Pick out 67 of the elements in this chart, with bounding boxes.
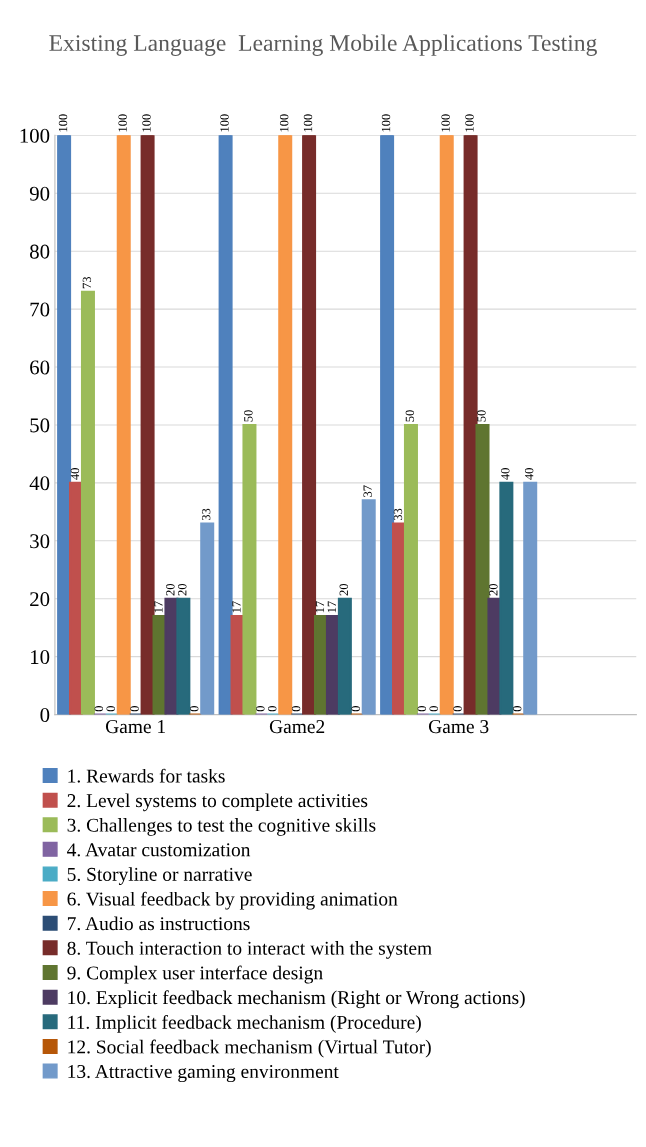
data-label: 37 xyxy=(363,485,372,497)
data-label: 100 xyxy=(441,114,450,132)
data-label: 0 xyxy=(189,706,199,712)
legend-label: 11. Implicit feedback mechanism (Procedure) xyxy=(68,1014,421,1033)
data-label: 17 xyxy=(154,601,163,613)
data-label: 33 xyxy=(393,508,403,521)
y-tick-label: 10 xyxy=(31,650,50,665)
chart-title: Existing Language Learning Mobile Applications Testing xyxy=(49,34,597,56)
data-label: 100 xyxy=(118,114,127,132)
y-tick-label: 50 xyxy=(30,418,50,433)
data-label: 17 xyxy=(232,601,241,613)
y-tick-label: 80 xyxy=(30,244,50,259)
legend-label: 1. Rewards for tasks xyxy=(68,768,225,783)
data-label: 0 xyxy=(256,706,265,712)
data-label: 50 xyxy=(477,410,486,422)
data-label: 50 xyxy=(405,410,415,422)
y-tick-label: 60 xyxy=(30,360,50,375)
data-label: 0 xyxy=(512,706,522,712)
data-label: 33 xyxy=(201,508,211,521)
data-label: 17 xyxy=(327,601,336,613)
data-label: 0 xyxy=(351,706,360,712)
legend-label: 3. Challenges to test the cognitive skills xyxy=(67,818,376,836)
legend-label: 6. Visual feedback by providing animation xyxy=(67,891,398,910)
legend-label: 13. Attractive gaming environment xyxy=(68,1064,339,1083)
data-label: 100 xyxy=(465,114,474,132)
data-label: 100 xyxy=(58,114,68,132)
y-tick-label: 90 xyxy=(29,186,50,201)
data-label: 100 xyxy=(142,114,151,132)
data-label: 20 xyxy=(339,583,348,596)
legend-label: 10. Explicit feedback mechanism (Right or Wrong actions) xyxy=(68,990,525,1009)
data-label: 100 xyxy=(279,114,289,132)
data-label: 73 xyxy=(82,276,92,289)
data-label: 20 xyxy=(489,583,498,596)
data-label: 20 xyxy=(166,583,175,596)
y-tick-label: 20 xyxy=(30,592,50,607)
legend-label: 8. Touch interaction to interact with the system xyxy=(67,941,432,959)
y-tick-label: 30 xyxy=(30,534,50,549)
data-label: 0 xyxy=(429,706,438,712)
y-tick-label: 70 xyxy=(30,302,50,317)
x-tick-label: Game 1 xyxy=(105,720,165,734)
x-tick-label: Game2 xyxy=(269,720,325,734)
data-label: 0 xyxy=(268,706,277,712)
x-tick-label: Game 3 xyxy=(428,720,489,734)
data-label: 0 xyxy=(417,706,427,712)
data-label: 50 xyxy=(244,410,253,422)
data-label: 40 xyxy=(70,468,80,480)
legend-label: 5. Storyline or narrative xyxy=(67,867,252,885)
data-label: 17 xyxy=(315,601,325,613)
data-label: 0 xyxy=(130,706,139,712)
data-label: 0 xyxy=(94,706,104,712)
legend-label: 12. Social feedback mechanism (Virtual Tutor) xyxy=(68,1039,431,1058)
legend-label: 4. Avatar customization xyxy=(67,843,251,857)
y-tick-label: 0 xyxy=(40,707,50,723)
data-label: 40 xyxy=(524,468,534,480)
legend-label: 2. Level systems to complete activities xyxy=(67,793,368,812)
data-label: 100 xyxy=(381,114,391,132)
data-label: 0 xyxy=(453,706,462,712)
data-label: 20 xyxy=(178,583,187,596)
legend-label: 7. Audio as instructions xyxy=(67,916,250,931)
data-label: 100 xyxy=(220,114,229,132)
data-label: 100 xyxy=(303,114,313,132)
data-label: 0 xyxy=(291,706,301,712)
legend-label: 9. Complex user interface design xyxy=(67,965,323,984)
data-label: 40 xyxy=(501,468,510,480)
data-label: 0 xyxy=(106,706,115,712)
y-tick-label: 100 xyxy=(20,128,50,143)
y-tick-label: 40 xyxy=(29,476,50,491)
